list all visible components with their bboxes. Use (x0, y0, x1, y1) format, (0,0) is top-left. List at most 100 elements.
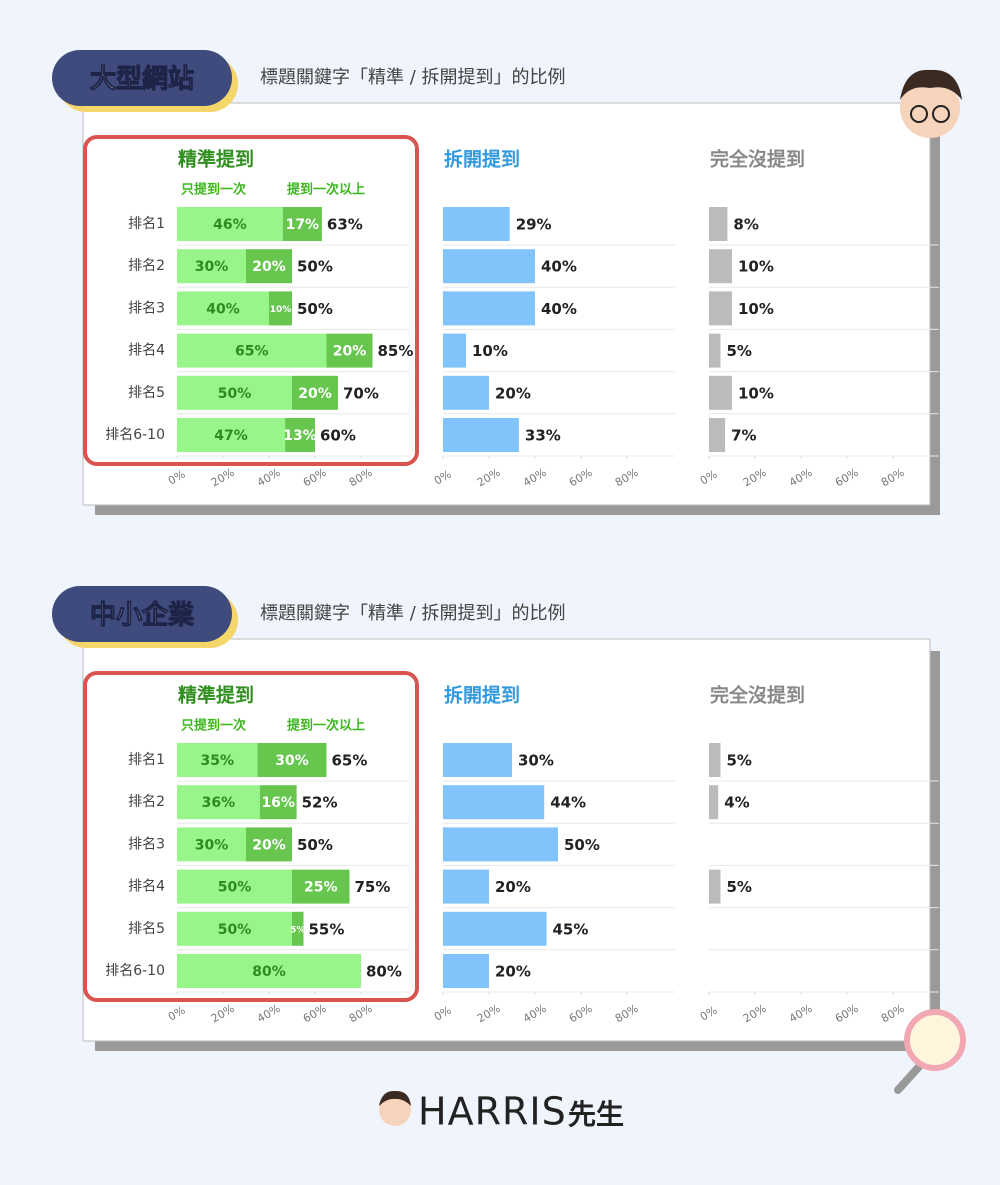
segment-label: 25% (304, 880, 338, 896)
total-label: 60% (320, 427, 356, 445)
bar-segment (246, 827, 292, 862)
category-label: 排名5 (128, 385, 165, 401)
bar-segment (177, 954, 361, 988)
total-label: 50% (297, 836, 333, 854)
value-label: 30% (518, 752, 554, 770)
segment-label: 36% (202, 795, 236, 811)
value-label: 10% (738, 300, 774, 318)
segment-label: 80% (252, 964, 286, 980)
bar (709, 291, 732, 326)
bar-segment (177, 333, 327, 368)
category-label: 排名1 (128, 216, 165, 232)
segment-label: 13% (283, 428, 317, 444)
total-label: 70% (343, 384, 379, 402)
bar (443, 954, 489, 988)
category-label: 排名5 (128, 921, 165, 937)
bar-segment (257, 743, 327, 777)
avatar (900, 69, 962, 138)
value-label: 20% (495, 384, 531, 402)
bar (443, 375, 489, 410)
category-label: 排名3 (128, 300, 165, 316)
category-label: 排名4 (128, 343, 165, 359)
brand-suffix: 先生 (568, 1098, 624, 1131)
segment-label: 20% (252, 259, 286, 275)
section-title: 中小企業 (90, 600, 194, 631)
bar-segment (177, 785, 260, 820)
highlight-box (83, 671, 419, 1002)
value-label: 5% (727, 878, 752, 896)
total-label: 50% (297, 258, 333, 276)
value-label: 20% (495, 963, 531, 981)
bar-segment (177, 291, 269, 326)
section-title: 大型網站 (90, 64, 194, 95)
segment-label: 20% (252, 837, 286, 853)
chart-title: 精準提到 (178, 148, 254, 171)
category-label: 排名6-10 (105, 963, 165, 979)
section-subtitle: 標題關鍵字「精準 / 拆開提到」的比例 (260, 67, 566, 88)
segment-label: 30% (195, 259, 229, 275)
bar-segment (177, 249, 246, 284)
bar (709, 207, 728, 241)
bar (709, 418, 726, 452)
bar-segment (177, 207, 283, 241)
total-label: 55% (309, 920, 345, 938)
bar-segment (269, 291, 292, 326)
category-label: 排名4 (128, 879, 165, 895)
pill (52, 586, 232, 642)
legend-label: 只提到一次 (181, 182, 246, 198)
bar (709, 333, 721, 368)
bar-segment (259, 785, 297, 820)
bar-segment (177, 869, 292, 904)
bar-segment (292, 911, 304, 946)
segment-label: 35% (200, 753, 234, 769)
bar-segment (326, 333, 373, 368)
value-label: 10% (738, 258, 774, 276)
value-label: 40% (541, 258, 577, 276)
bar (709, 869, 721, 904)
value-label: 8% (733, 216, 758, 234)
segment-label: 30% (195, 837, 229, 853)
segment-label: 50% (218, 880, 252, 896)
bar (709, 375, 732, 410)
category-label: 排名6-10 (105, 427, 165, 443)
chart-title: 精準提到 (178, 684, 254, 707)
bar-segment (282, 207, 322, 241)
bar (709, 743, 721, 777)
bar (443, 207, 510, 241)
bar (709, 249, 732, 284)
segment-label: 17% (286, 217, 320, 233)
value-label: 5% (727, 342, 752, 360)
segment-label: 65% (235, 344, 269, 360)
value-label: 7% (731, 427, 756, 445)
total-label: 80% (366, 963, 402, 981)
bar (443, 743, 512, 777)
segment-label: 20% (333, 344, 367, 360)
chart-title: 完全沒提到 (710, 684, 805, 707)
bar-segment (292, 869, 350, 904)
bar-segment (177, 911, 292, 946)
total-label: 52% (302, 794, 338, 812)
bar-segment (246, 249, 292, 284)
bar-segment (292, 375, 338, 410)
bar (443, 418, 519, 452)
value-label: 45% (553, 920, 589, 938)
bar-segment (285, 418, 315, 452)
total-label: 50% (297, 300, 333, 318)
category-label: 排名3 (128, 836, 165, 852)
brand-icon (379, 1090, 411, 1126)
total-label: 85% (378, 342, 414, 360)
segment-label: 30% (275, 753, 309, 769)
value-label: 10% (738, 384, 774, 402)
bar (443, 827, 558, 862)
bar-segment (177, 743, 258, 777)
segment-label: 47% (214, 428, 248, 444)
bar-segment (177, 827, 246, 862)
section-subtitle: 標題關鍵字「精準 / 拆開提到」的比例 (260, 603, 566, 624)
category-label: 排名2 (128, 258, 165, 274)
magnifier (894, 1009, 966, 1094)
bar-segment (177, 418, 286, 452)
brand: HARRIS (418, 1090, 567, 1134)
bar (443, 291, 535, 326)
value-label: 40% (541, 300, 577, 318)
